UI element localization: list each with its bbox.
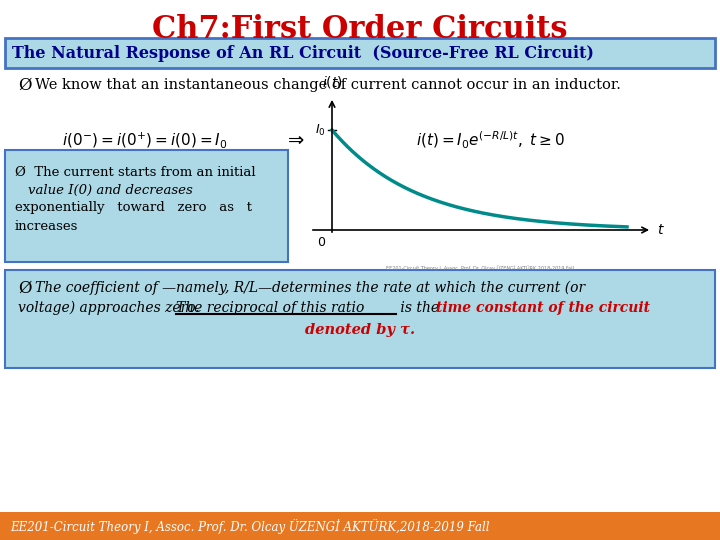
Text: voltage) approaches zero.: voltage) approaches zero. <box>18 301 204 315</box>
Text: Ø  The current starts from an initial: Ø The current starts from an initial <box>15 165 256 179</box>
Text: EE201-Circuit Theory I, Assoc. Prof. Dr. Olcay ÜZENGİ AKTÜRK,2018-2019 Fall: EE201-Circuit Theory I, Assoc. Prof. Dr.… <box>386 265 574 271</box>
Text: exponentially   toward   zero   as   t: exponentially toward zero as t <box>15 201 252 214</box>
FancyBboxPatch shape <box>5 270 715 368</box>
Text: Ch7:First Order Circuits: Ch7:First Order Circuits <box>152 15 568 45</box>
Text: time constant of the circuit: time constant of the circuit <box>436 301 650 315</box>
Text: denoted by τ.: denoted by τ. <box>305 323 415 337</box>
Text: The Natural Response of An RL Circuit  (Source-Free RL Circuit): The Natural Response of An RL Circuit (S… <box>12 44 594 62</box>
Text: We know that an instantaneous change of current cannot occur in an inductor.: We know that an instantaneous change of … <box>35 78 621 92</box>
Text: $i(t)$: $i(t)$ <box>322 74 343 90</box>
Text: The reciprocal of this ratio: The reciprocal of this ratio <box>176 301 364 315</box>
Text: Ø: Ø <box>18 77 32 93</box>
FancyBboxPatch shape <box>5 38 715 68</box>
FancyBboxPatch shape <box>5 150 288 262</box>
Text: $\Rightarrow$: $\Rightarrow$ <box>284 131 305 149</box>
Text: is the: is the <box>396 301 444 315</box>
Text: $t$: $t$ <box>657 223 665 237</box>
Text: increases: increases <box>15 219 78 233</box>
Text: value I(0) and decreases: value I(0) and decreases <box>28 184 193 197</box>
FancyBboxPatch shape <box>0 512 720 540</box>
Text: $i(t) = I_0 e^{(-R/L)t},\; t \geq 0$: $i(t) = I_0 e^{(-R/L)t},\; t \geq 0$ <box>415 130 564 151</box>
Text: $i(0^{-}) = i(0^{+}) = i(0) = I_0$: $i(0^{-}) = i(0^{+}) = i(0) = I_0$ <box>63 130 228 150</box>
Text: $0$: $0$ <box>318 235 327 248</box>
Text: $I_0$: $I_0$ <box>315 123 325 138</box>
Text: The coefficient of —namely, R/L—determines the rate at which the current (or: The coefficient of —namely, R/L—determin… <box>35 281 585 295</box>
Text: EE201-Circuit Theory I, Assoc. Prof. Dr. Olcay ÜZENGİ AKTÜRK,2018-2019 Fall: EE201-Circuit Theory I, Assoc. Prof. Dr.… <box>10 518 490 534</box>
Text: Ø: Ø <box>18 280 32 296</box>
